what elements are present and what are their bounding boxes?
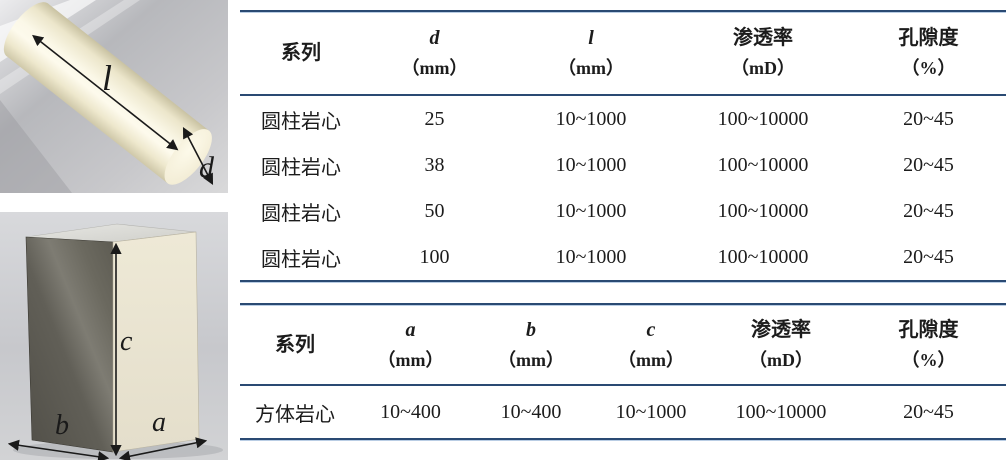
col-header-b: b （mm） <box>471 304 591 386</box>
cylinder-core-figure: l d <box>0 0 228 198</box>
table-row: 圆柱岩心 38 10~1000 100~10000 20~45 <box>240 142 1006 188</box>
col-unit: （mD） <box>731 58 795 78</box>
cell-porosity: 20~45 <box>903 400 954 423</box>
cell-porosity: 20~45 <box>903 245 954 268</box>
col-unit: （%） <box>901 58 956 78</box>
col-unit: （mm） <box>377 349 444 370</box>
cell-permeability: 100~10000 <box>717 245 809 268</box>
depth-b-arrow <box>7 439 110 463</box>
header-row: 系列 d （mm） l （mm） 渗透率 （mD） 孔隙度 （%） <box>240 11 1006 96</box>
col-title: 系列 <box>281 42 321 64</box>
cylinder-core-table: 系列 d （mm） l （mm） 渗透率 （mD） 孔隙度 （%） <box>240 10 1006 282</box>
cell-porosity: 20~45 <box>903 153 954 176</box>
table-row: 圆柱岩心 100 10~1000 100~10000 20~45 <box>240 234 1006 281</box>
col-unit: （%） <box>901 349 956 370</box>
col-header-porosity: 孔隙度 （%） <box>851 11 1006 96</box>
col-header-porosity: 孔隙度 （%） <box>851 304 1006 386</box>
col-header-c: c （mm） <box>591 304 711 386</box>
width-a-arrow <box>118 437 208 462</box>
cell-permeability: 100~10000 <box>717 153 809 176</box>
length-arrow <box>32 34 179 151</box>
cell-l: 10~1000 <box>555 245 627 268</box>
col-unit: （mm） <box>558 58 624 78</box>
cell-permeability: 100~10000 <box>735 400 827 423</box>
cell-series: 圆柱岩心 <box>261 156 341 179</box>
col-title: 孔隙度 <box>898 318 959 341</box>
col-header-permeability: 渗透率 （mD） <box>711 304 851 386</box>
cell-a: 10~400 <box>380 400 441 423</box>
cell-series: 圆柱岩心 <box>261 110 341 133</box>
b-label: b <box>55 410 69 441</box>
cell-l: 10~1000 <box>555 199 627 222</box>
block-left-face <box>25 236 114 453</box>
cell-series: 圆柱岩心 <box>261 202 341 225</box>
diameter-label: d <box>199 151 215 184</box>
col-header-series: 系列 <box>240 304 350 386</box>
col-title: 渗透率 <box>733 27 793 49</box>
spec-tables-panel: 系列 d （mm） l （mm） 渗透率 （mD） 孔隙度 （%） <box>240 0 1006 440</box>
col-title: 系列 <box>275 333 315 356</box>
col-unit: （mm） <box>618 349 684 370</box>
cylinder-core-image: l d <box>0 0 228 193</box>
col-title: 渗透率 <box>751 318 811 341</box>
cell-c: 10~1000 <box>615 400 687 423</box>
col-title: c <box>646 318 656 341</box>
table-row: 方体岩心 10~400 10~400 10~1000 100~10000 20~… <box>240 385 1006 439</box>
cell-d: 25 <box>424 107 445 130</box>
cell-permeability: 100~10000 <box>717 107 809 130</box>
cell-l: 10~1000 <box>555 153 627 176</box>
cell-d: 50 <box>424 199 445 222</box>
table-row: 圆柱岩心 25 10~1000 100~10000 20~45 <box>240 95 1006 142</box>
col-header-l: l （mm） <box>507 11 675 96</box>
block-core-table: 系列 a （mm） b （mm） c （mm） 渗透率 （mD） <box>240 303 1006 440</box>
c-label: c <box>120 326 133 357</box>
cell-series: 圆柱岩心 <box>261 248 341 271</box>
cell-series: 方体岩心 <box>255 403 335 426</box>
col-header-d: d （mm） <box>362 11 507 96</box>
cell-d: 38 <box>424 153 445 176</box>
col-unit: （mm） <box>401 58 468 78</box>
col-unit: （mm） <box>498 349 564 370</box>
cell-permeability: 100~10000 <box>717 199 809 222</box>
cell-b: 10~400 <box>500 400 562 423</box>
col-title: b <box>526 318 536 341</box>
col-header-permeability: 渗透率 （mD） <box>675 11 851 96</box>
col-title: a <box>405 318 416 341</box>
col-title: 孔隙度 <box>898 27 959 49</box>
col-header-a: a （mm） <box>350 304 471 386</box>
diameter-arrow <box>182 127 214 185</box>
col-unit: （mD） <box>749 349 813 370</box>
table-row: 圆柱岩心 50 10~1000 100~10000 20~45 <box>240 188 1006 234</box>
a-label: a <box>152 407 166 438</box>
cell-porosity: 20~45 <box>903 199 954 222</box>
length-label: l <box>102 58 112 98</box>
header-row: 系列 a （mm） b （mm） c （mm） 渗透率 （mD） <box>240 304 1006 386</box>
cell-porosity: 20~45 <box>903 107 954 130</box>
col-header-series: 系列 <box>240 11 362 96</box>
block-core-figure: c b a <box>0 212 228 465</box>
col-title: d <box>429 27 440 49</box>
cell-d: 100 <box>419 245 450 268</box>
cell-l: 10~1000 <box>555 107 627 130</box>
block-core-image: c b a <box>0 212 228 463</box>
col-title: l <box>588 27 594 49</box>
